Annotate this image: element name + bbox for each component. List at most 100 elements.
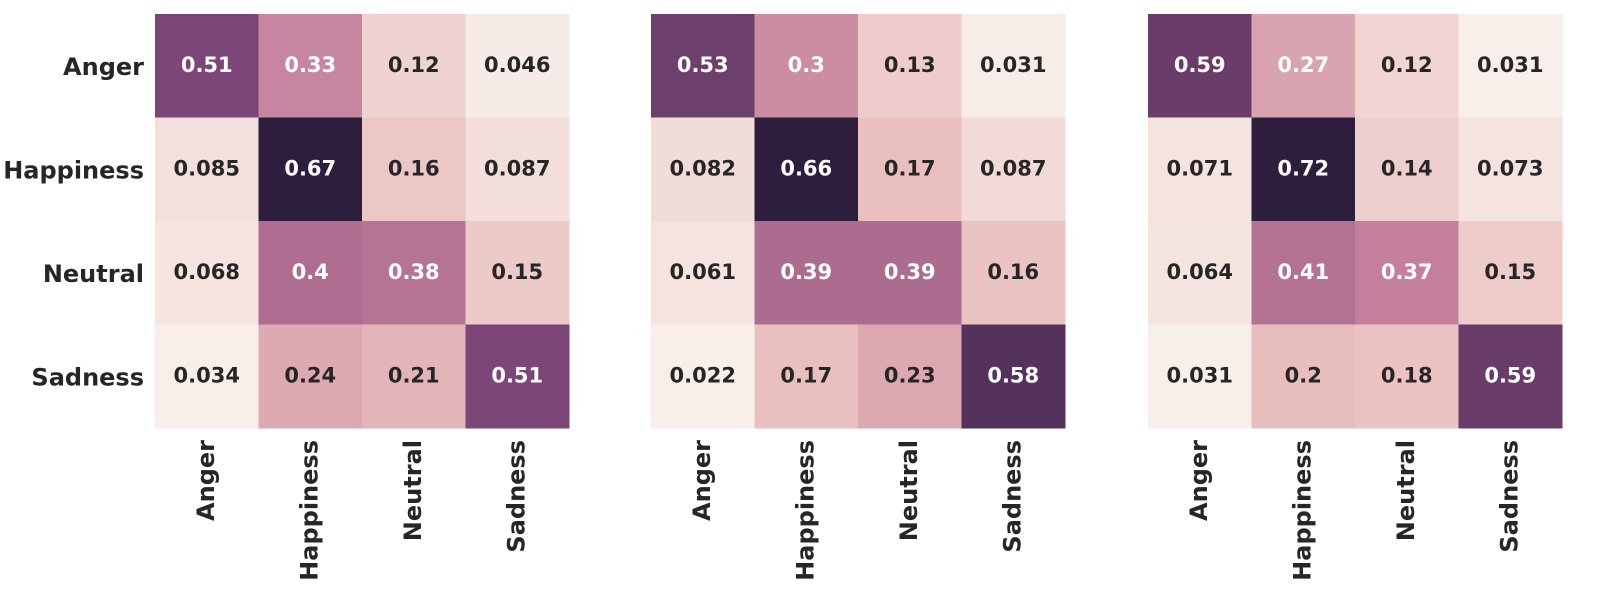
heatmap-cell — [961, 14, 1066, 118]
x-tick-label: Sadness — [502, 440, 530, 553]
heatmap-cell — [1251, 117, 1356, 222]
x-tick-label: Happiness — [1288, 440, 1316, 581]
cell-label: 0.087 — [980, 156, 1046, 180]
cell-label: 0.59 — [1484, 363, 1536, 387]
heatmap-cell — [1148, 14, 1252, 118]
cell-label: 0.21 — [388, 363, 440, 387]
heatmap-cell — [651, 324, 755, 429]
cell-label: 0.082 — [670, 156, 736, 180]
cell-label: 0.2 — [1285, 363, 1322, 387]
cell-label: 0.12 — [388, 53, 440, 77]
heatmap-cell — [465, 221, 570, 325]
heatmap-cell — [1148, 221, 1252, 325]
y-tick-label: Neutral — [43, 260, 144, 288]
cell-label: 0.27 — [1277, 53, 1329, 77]
heatmap-cell — [1355, 324, 1459, 429]
cell-label: 0.67 — [284, 156, 336, 180]
cell-label: 0.15 — [491, 260, 543, 284]
x-tick-label: Sadness — [998, 440, 1026, 553]
heatmap-cell — [1251, 14, 1356, 118]
cell-label: 0.51 — [491, 363, 543, 387]
heatmap-cell — [651, 117, 755, 222]
heatmap-cell — [1355, 14, 1459, 118]
heatmap-cell — [754, 117, 859, 222]
cell-label: 0.034 — [174, 363, 240, 387]
heatmap-cell — [858, 117, 962, 222]
x-tick-label: Anger — [688, 440, 716, 521]
cell-label: 0.66 — [780, 156, 832, 180]
y-tick-label: Sadness — [31, 363, 144, 391]
x-tick-label: Happiness — [295, 440, 323, 581]
cell-label: 0.37 — [1381, 260, 1433, 284]
cell-label: 0.53 — [677, 53, 729, 77]
cell-label: 0.4 — [292, 260, 329, 284]
cell-label: 0.18 — [1381, 363, 1433, 387]
heatmap-cell — [961, 117, 1066, 222]
cell-label: 0.41 — [1277, 260, 1329, 284]
cell-label: 0.12 — [1381, 53, 1433, 77]
cell-label: 0.13 — [884, 53, 936, 77]
cell-label: 0.3 — [788, 53, 825, 77]
cell-label: 0.022 — [670, 363, 736, 387]
heatmap-cell — [961, 221, 1066, 325]
cell-label: 0.39 — [884, 260, 936, 284]
cell-label: 0.51 — [181, 53, 233, 77]
heatmap-cell — [1251, 221, 1356, 325]
heatmap-cell — [1458, 117, 1563, 222]
heatmap-cell — [858, 14, 962, 118]
heatmap-cell — [465, 324, 570, 429]
cell-label: 0.72 — [1277, 156, 1329, 180]
heatmap-cell — [1355, 221, 1459, 325]
heatmap-cell — [1355, 117, 1459, 222]
cell-label: 0.073 — [1477, 156, 1543, 180]
heatmap-cell — [1458, 14, 1563, 118]
heatmap-cell — [858, 324, 962, 429]
cell-label: 0.59 — [1174, 53, 1226, 77]
heatmap-cell — [961, 324, 1066, 429]
cell-label: 0.031 — [1477, 53, 1543, 77]
heatmap-cell — [465, 117, 570, 222]
heatmap-cell — [858, 221, 962, 325]
cell-label: 0.15 — [1484, 260, 1536, 284]
x-tick-label: Neutral — [895, 440, 923, 541]
heatmap-cell — [651, 221, 755, 325]
heatmap-cell — [1148, 324, 1252, 429]
heatmap-cell — [258, 117, 363, 222]
cell-label: 0.064 — [1167, 260, 1233, 284]
heatmap-cell — [1148, 117, 1252, 222]
x-tick-label: Anger — [1185, 440, 1213, 521]
x-tick-label: Happiness — [791, 440, 819, 581]
cell-label: 0.046 — [484, 53, 550, 77]
heatmap-cell — [258, 14, 363, 118]
heatmap-cell — [155, 117, 259, 222]
x-tick-label: Neutral — [1392, 440, 1420, 541]
heatmap-cell — [754, 14, 859, 118]
heatmap-cell — [1458, 221, 1563, 325]
y-tick-label: Happiness — [3, 156, 144, 184]
heatmap-cell — [1251, 324, 1356, 429]
cell-label: 0.17 — [884, 156, 936, 180]
x-tick-label: Anger — [192, 440, 220, 521]
heatmap-cell — [155, 221, 259, 325]
x-tick-label: Sadness — [1495, 440, 1523, 553]
cell-label: 0.14 — [1381, 156, 1433, 180]
cell-label: 0.58 — [987, 363, 1039, 387]
heatmap-cell — [155, 14, 259, 118]
heatmap-cell — [754, 221, 859, 325]
cell-label: 0.087 — [484, 156, 550, 180]
heatmap-cell — [258, 221, 363, 325]
heatmap-cell — [465, 14, 570, 118]
x-tick-label: Neutral — [399, 440, 427, 541]
cell-label: 0.085 — [174, 156, 240, 180]
cell-label: 0.38 — [388, 260, 440, 284]
heatmap-cell — [362, 324, 466, 429]
heatmap-cell — [651, 14, 755, 118]
heatmap-cell — [258, 324, 363, 429]
cell-label: 0.031 — [980, 53, 1046, 77]
cell-label: 0.16 — [987, 260, 1039, 284]
cell-label: 0.16 — [388, 156, 440, 180]
cell-label: 0.071 — [1167, 156, 1233, 180]
heatmap-cell — [362, 221, 466, 325]
heatmap-cell — [362, 117, 466, 222]
